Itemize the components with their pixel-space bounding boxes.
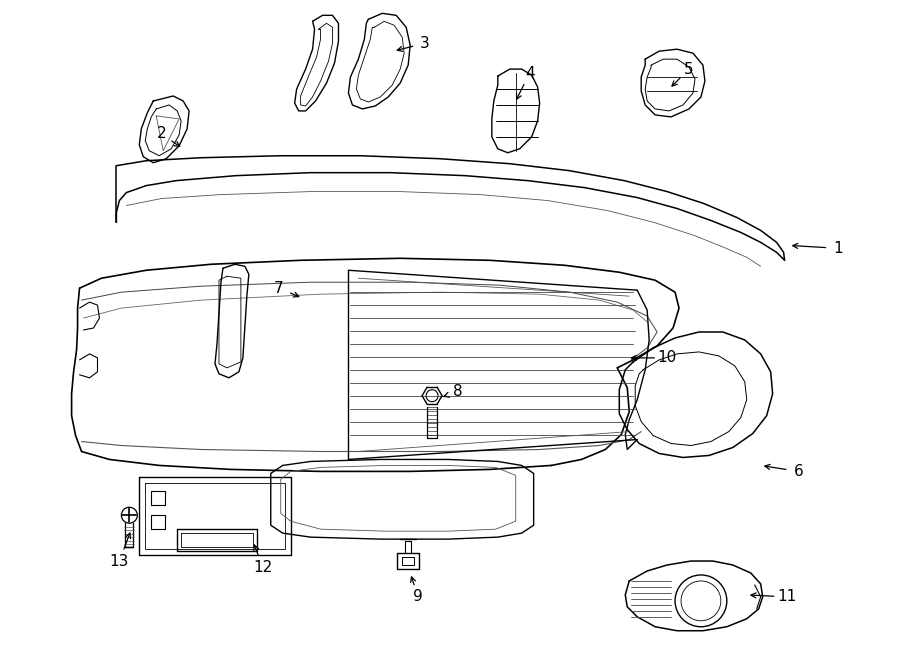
Text: 3: 3 — [420, 36, 430, 51]
Text: 4: 4 — [525, 65, 535, 81]
Text: 8: 8 — [454, 384, 463, 399]
Text: 5: 5 — [684, 61, 694, 77]
Text: 13: 13 — [110, 553, 129, 568]
Text: 10: 10 — [658, 350, 677, 366]
Text: 9: 9 — [413, 590, 423, 604]
Text: 11: 11 — [777, 590, 797, 604]
Text: 2: 2 — [157, 126, 166, 141]
Text: 1: 1 — [833, 241, 843, 256]
Text: 7: 7 — [274, 281, 284, 295]
Text: 12: 12 — [253, 559, 273, 574]
Text: 6: 6 — [794, 464, 804, 479]
